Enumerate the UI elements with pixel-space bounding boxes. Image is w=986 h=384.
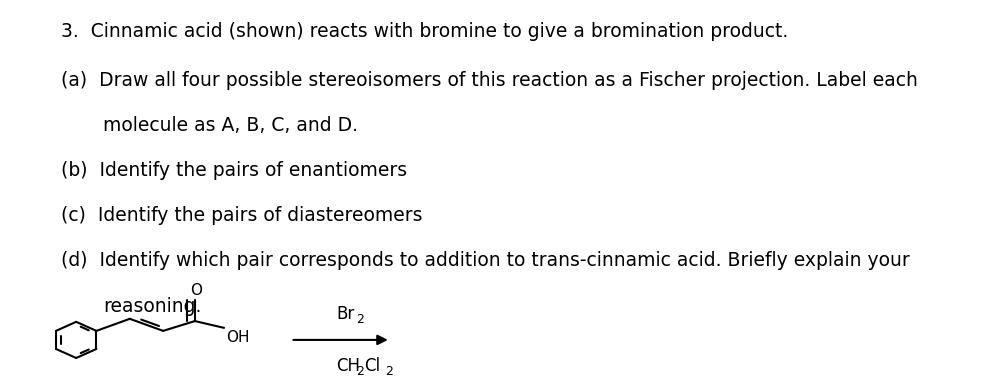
Text: OH: OH: [227, 330, 250, 345]
Text: reasoning.: reasoning.: [103, 296, 201, 316]
Text: Br: Br: [336, 305, 355, 323]
Text: (b)  Identify the pairs of enantiomers: (b) Identify the pairs of enantiomers: [61, 161, 407, 180]
Text: (d)  Identify which pair corresponds to addition to trans-cinnamic acid. Briefly: (d) Identify which pair corresponds to a…: [61, 252, 910, 270]
Text: 2: 2: [357, 313, 365, 326]
Text: Cl: Cl: [364, 357, 381, 375]
Text: CH: CH: [336, 357, 361, 375]
Text: 3.  Cinnamic acid (shown) reacts with bromine to give a bromination product.: 3. Cinnamic acid (shown) reacts with bro…: [61, 22, 789, 41]
Text: molecule as A, B, C, and D.: molecule as A, B, C, and D.: [103, 116, 358, 135]
Text: (a)  Draw all four possible stereoisomers of this reaction as a Fischer projecti: (a) Draw all four possible stereoisomers…: [61, 71, 918, 89]
Text: (c)  Identify the pairs of diastereomers: (c) Identify the pairs of diastereomers: [61, 206, 423, 225]
Text: 2: 2: [385, 365, 392, 378]
Text: 2: 2: [357, 365, 365, 378]
Text: O: O: [189, 283, 202, 298]
